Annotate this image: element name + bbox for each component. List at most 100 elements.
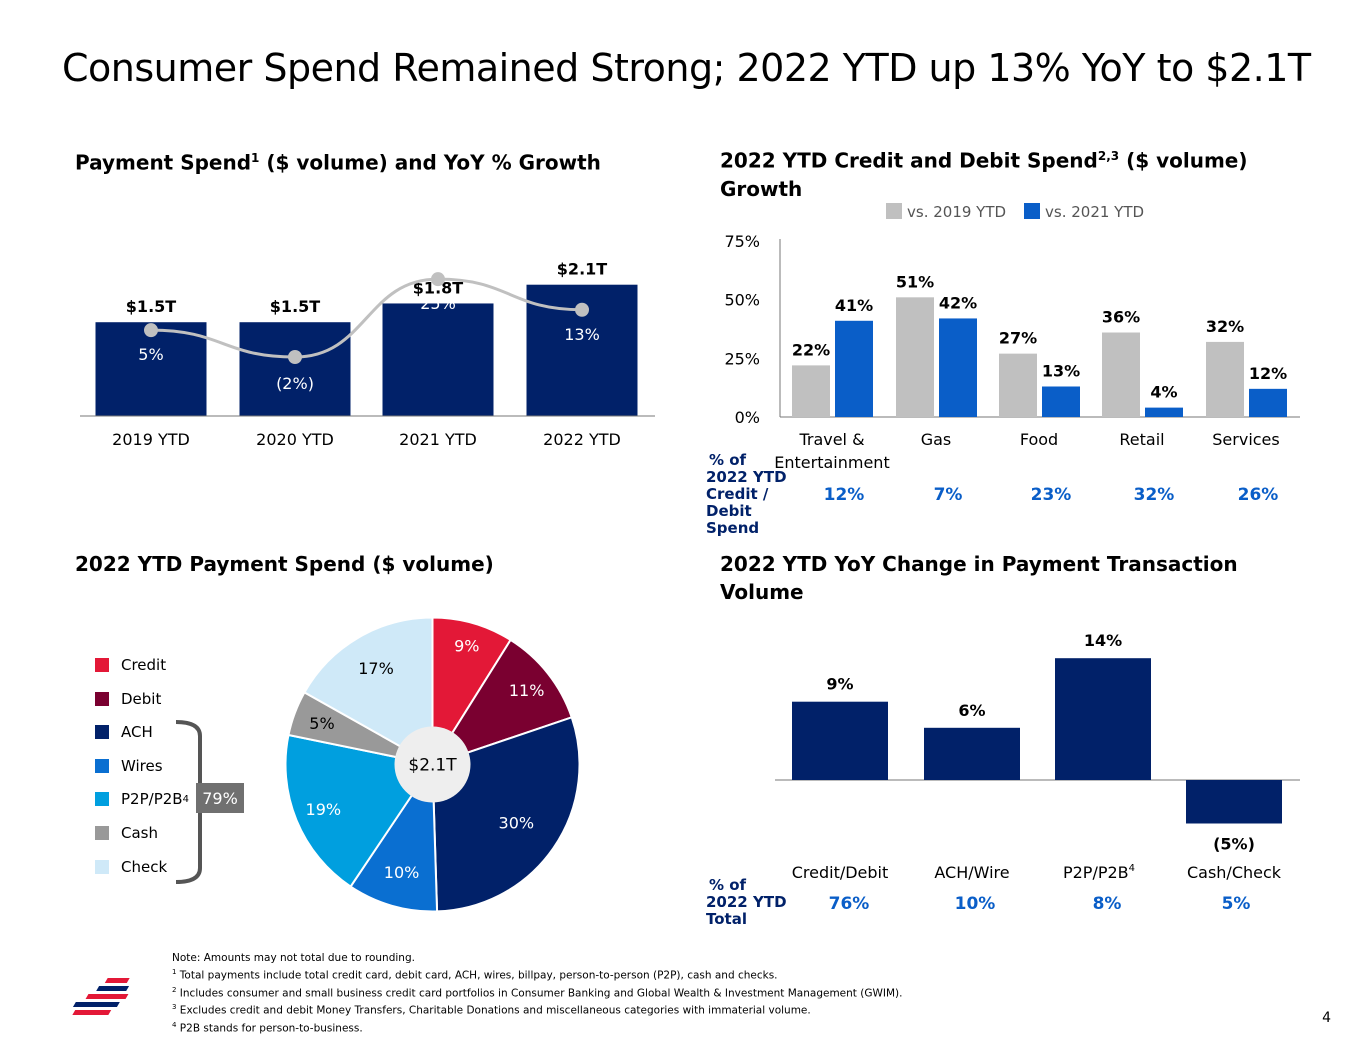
- transaction-volume-chart: 9% Credit/Debit 6% ACH/Wire 14% P2P/P2B4 (5%) C…: [775, 631, 1300, 882]
- cash-swatch: [95, 826, 109, 840]
- volume-value-label: (5%): [1213, 835, 1255, 854]
- digital-share-badge: 79%: [196, 783, 244, 813]
- ach-swatch: [95, 725, 109, 739]
- pie-value-label: 17%: [358, 659, 394, 678]
- transaction-share-value: 5%: [1221, 894, 1251, 914]
- credit-debit-share-value: 7%: [933, 485, 963, 505]
- growth-value-label: 5%: [138, 345, 163, 364]
- vs-2019-value: 36%: [1102, 308, 1140, 327]
- growth-value-label: 13%: [564, 325, 600, 344]
- growth-value-label: 25%: [420, 294, 456, 313]
- y-tick-label: 50%: [724, 291, 760, 310]
- vs-2019-value: 27%: [999, 329, 1037, 348]
- vs-2021-value: 41%: [835, 296, 873, 315]
- spend-value-label: $1.5T: [270, 297, 320, 316]
- vs-2021-bar: [835, 320, 873, 417]
- growth-point: [431, 272, 445, 287]
- legend-item-ach: ACH: [95, 723, 153, 741]
- y-tick-label: 75%: [724, 232, 760, 251]
- credit-debit-share-value: 12%: [823, 485, 865, 505]
- pie-value-label: 5%: [309, 714, 334, 733]
- credit-debit-share-value: 26%: [1237, 485, 1279, 505]
- slide-title: Consumer Spend Remained Strong; 2022 YTD…: [62, 46, 1311, 90]
- volume-bar: [792, 701, 888, 780]
- volume-value-label: 6%: [958, 701, 985, 720]
- legend-label: vs. 2021 YTD: [1045, 203, 1144, 221]
- legend-item-p2p: P2P/P2B 4: [95, 790, 189, 808]
- payment-mix-title: 2022 YTD Payment Spend ($ volume): [75, 552, 494, 576]
- category-tick-label: Gas: [921, 430, 952, 449]
- category-tick-label: Entertainment: [774, 453, 889, 472]
- y-tick-label: 25%: [724, 349, 760, 368]
- p2p-swatch: [95, 792, 109, 806]
- category-tick-label: Services: [1212, 430, 1279, 449]
- legend-item-wires: Wires: [95, 757, 163, 775]
- transaction-share-value: 76%: [828, 894, 870, 914]
- credit-debit-growth-chart: vs. 2019 YTD vs. 2021 YTD 75% 50% 25% 0% 22% 41…: [724, 203, 1300, 472]
- year-tick-label: 2020 YTD: [256, 430, 334, 449]
- payment-spend-chart: $1.5T 2019 YTD $1.5T 2020 YTD $1.8T 2021 YTD $…: [80, 260, 655, 449]
- vs-2019-bar: [1206, 341, 1244, 417]
- pie-value-label: 30%: [499, 814, 535, 833]
- category-tick-label: Food: [1020, 430, 1058, 449]
- spend-value-label: $1.5T: [126, 297, 176, 316]
- debit-swatch: [95, 692, 109, 706]
- spend-bar: [382, 303, 494, 416]
- legend-swatch: [1024, 203, 1040, 219]
- vs-2021-value: 42%: [939, 293, 977, 312]
- vs-2019-value: 32%: [1206, 317, 1244, 336]
- footnotes: Note: Amounts may not total due to round…: [172, 952, 903, 1034]
- credit-debit-share-value: 32%: [1133, 485, 1175, 505]
- credit-debit-title: 2022 YTD Credit and Debit Spend2,3 ($ vo…: [720, 148, 1248, 201]
- volume-value-label: 14%: [1084, 631, 1122, 650]
- pie-slice: [431, 616, 512, 768]
- category-tick-label: P2P/P2B4: [1063, 863, 1135, 882]
- vs-2019-bar: [1102, 332, 1140, 417]
- credit-swatch: [95, 658, 109, 672]
- vs-2019-bar: [999, 353, 1037, 417]
- growth-point: [288, 350, 302, 364]
- growth-point: [144, 323, 158, 338]
- credit-debit-share-label: % of 2022 YTD Credit / Debit Spend: [706, 451, 787, 537]
- volume-bar: [1055, 658, 1151, 780]
- vs-2019-bar: [896, 297, 934, 417]
- legend-swatch: [886, 203, 902, 219]
- pie-slice: [430, 638, 573, 767]
- payment-mix-pie: 9% 11% 30% 10% 19% 5% 17% $2.1T: [284, 616, 581, 913]
- pie-center: [394, 726, 471, 803]
- year-tick-label: 2021 YTD: [399, 430, 477, 449]
- pie-value-label: 9%: [454, 636, 479, 655]
- growth-line: [150, 277, 583, 359]
- year-tick-label: 2022 YTD: [543, 430, 621, 449]
- payment-spend-title: Payment Spend1 ($ volume) and YoY % Grow…: [75, 150, 601, 175]
- pie-slice: [349, 761, 439, 913]
- transaction-share-label: % of 2022 YTD Total: [706, 876, 787, 928]
- volume-bar: [1186, 780, 1282, 824]
- wires-swatch: [95, 759, 109, 773]
- spend-bar: [95, 322, 207, 416]
- legend-item-check: Check: [95, 858, 167, 876]
- check-swatch: [95, 860, 109, 874]
- category-tick-label: Retail: [1119, 430, 1164, 449]
- vs-2021-value: 13%: [1042, 361, 1080, 380]
- legend-item-cash: Cash: [95, 824, 158, 842]
- volume-value-label: 9%: [826, 675, 853, 694]
- spend-value-label: $1.8T: [413, 278, 463, 297]
- growth-point: [575, 302, 589, 317]
- vs-2021-bar: [939, 318, 977, 417]
- category-tick-label: Credit/Debit: [792, 863, 889, 882]
- growth-value-label: (2%): [276, 374, 314, 393]
- vs-2021-bar: [1042, 386, 1080, 417]
- legend-item-credit: Credit: [95, 656, 166, 674]
- spend-bar: [239, 322, 351, 416]
- legend-label: vs. 2019 YTD: [907, 203, 1006, 221]
- vs-2021-bar: [1249, 388, 1287, 417]
- vs-2019-value: 51%: [896, 272, 934, 291]
- bank-flag-logo: [72, 978, 130, 1015]
- y-tick-label: 0%: [735, 408, 760, 427]
- year-tick-label: 2019 YTD: [112, 430, 190, 449]
- legend-item-debit: Debit: [95, 690, 161, 708]
- pie-value-label: 10%: [384, 863, 420, 882]
- category-tick-label: Cash/Check: [1187, 863, 1282, 882]
- pie-value-label: 11%: [509, 681, 545, 700]
